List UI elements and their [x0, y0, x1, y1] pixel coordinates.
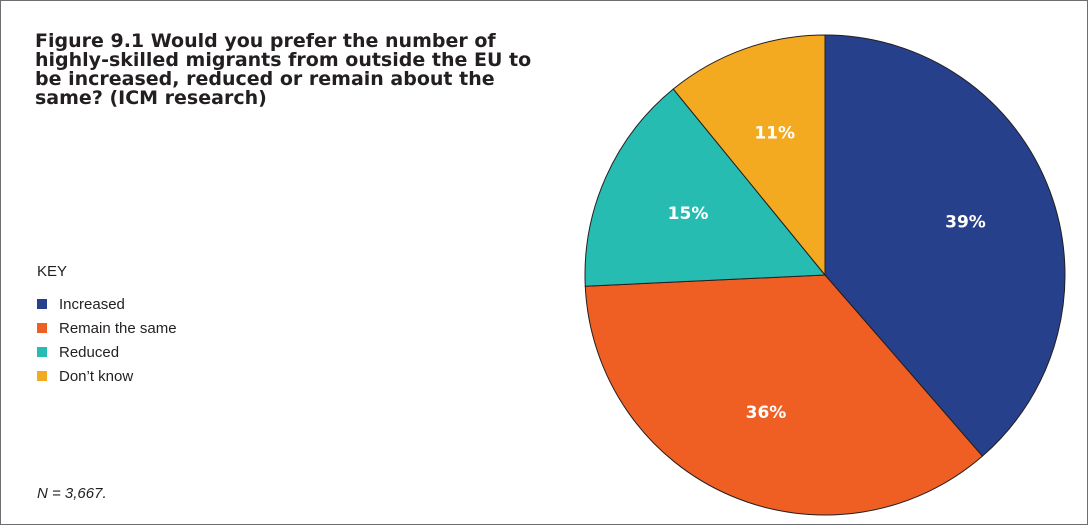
- sample-size-note: N = 3,667.: [37, 485, 107, 502]
- slice-label-don-t-know: 11%: [754, 124, 795, 144]
- legend-label-remain-the-same: Remain the same: [59, 319, 177, 337]
- slice-label-increased: 39%: [945, 212, 986, 232]
- legend-item-increased: Increased: [37, 292, 177, 316]
- legend-item-reduced: Reduced: [37, 340, 177, 364]
- legend-item-remain-the-same: Remain the same: [37, 316, 177, 340]
- legend-item-dont-know: Don’t know: [37, 364, 177, 388]
- legend-label-increased: Increased: [59, 295, 125, 313]
- legend-label-dont-know: Don’t know: [59, 367, 134, 385]
- legend-swatch-remain-the-same: [37, 323, 47, 333]
- legend: Increased Remain the same Reduced Don’t …: [37, 292, 177, 388]
- legend-heading: KEY: [37, 263, 68, 280]
- legend-swatch-increased: [37, 299, 47, 309]
- legend-label-reduced: Reduced: [59, 343, 120, 361]
- legend-swatch-dont-know: [37, 371, 47, 381]
- slice-label-reduced: 15%: [668, 204, 709, 224]
- chart-title: Figure 9.1 Would you prefer the number o…: [35, 30, 532, 109]
- pie-slice-don-t-know: [672, 34, 826, 277]
- pie-slice-increased: [824, 34, 1066, 457]
- pie-slice-reduced: [584, 88, 827, 287]
- slice-label-remain-the-same: 36%: [746, 403, 787, 423]
- legend-swatch-reduced: [37, 347, 47, 357]
- pie-slice-remain-the-same: [584, 274, 984, 516]
